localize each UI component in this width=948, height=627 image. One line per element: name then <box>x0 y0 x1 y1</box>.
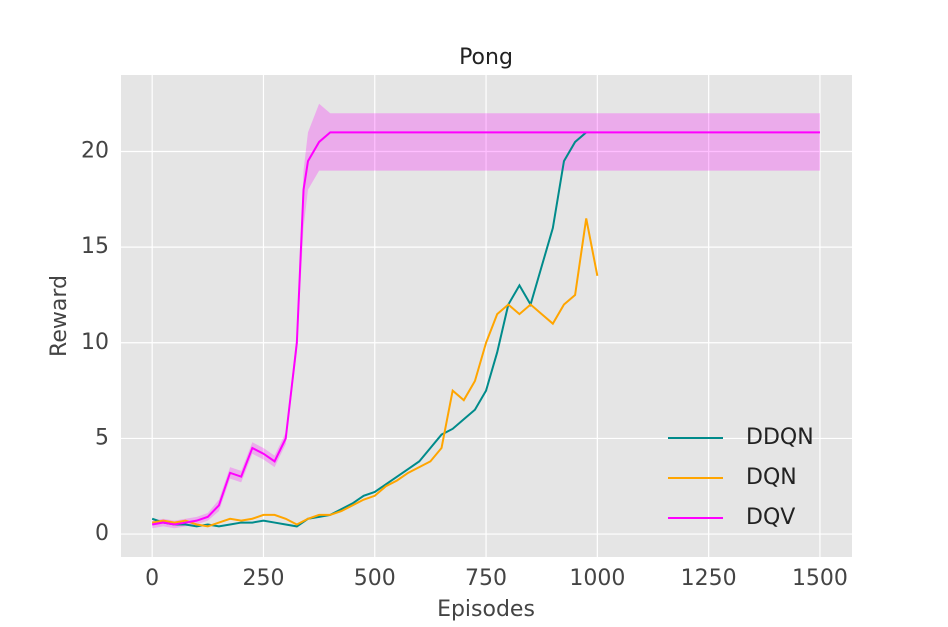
y-axis-label: Reward <box>47 275 72 357</box>
x-tick-label: 500 <box>354 566 396 591</box>
y-tick-label: 0 <box>95 521 109 546</box>
x-tick-label: 750 <box>465 566 507 591</box>
x-tick-label: 1250 <box>681 566 737 591</box>
legend: DDQN DQN DQV <box>668 425 814 530</box>
x-tick-label: 0 <box>145 566 159 591</box>
x-tick-label: 1500 <box>792 566 848 591</box>
y-tick-label: 20 <box>81 139 109 164</box>
chart-title: Pong <box>459 45 513 70</box>
y-tick-label: 15 <box>81 234 109 259</box>
line <box>151 131 587 528</box>
line <box>151 218 599 528</box>
legend-label: DQN <box>746 465 797 490</box>
y-tick-label: 5 <box>95 425 109 450</box>
line <box>151 131 820 526</box>
x-tick-label: 1000 <box>569 566 625 591</box>
x-axis-label: Episodes <box>437 597 535 622</box>
band <box>152 103 820 529</box>
legend-label: DQV <box>746 505 795 530</box>
legend-label: DDQN <box>746 425 814 450</box>
y-tick-label: 10 <box>81 330 109 355</box>
x-tick-label: 250 <box>242 566 284 591</box>
